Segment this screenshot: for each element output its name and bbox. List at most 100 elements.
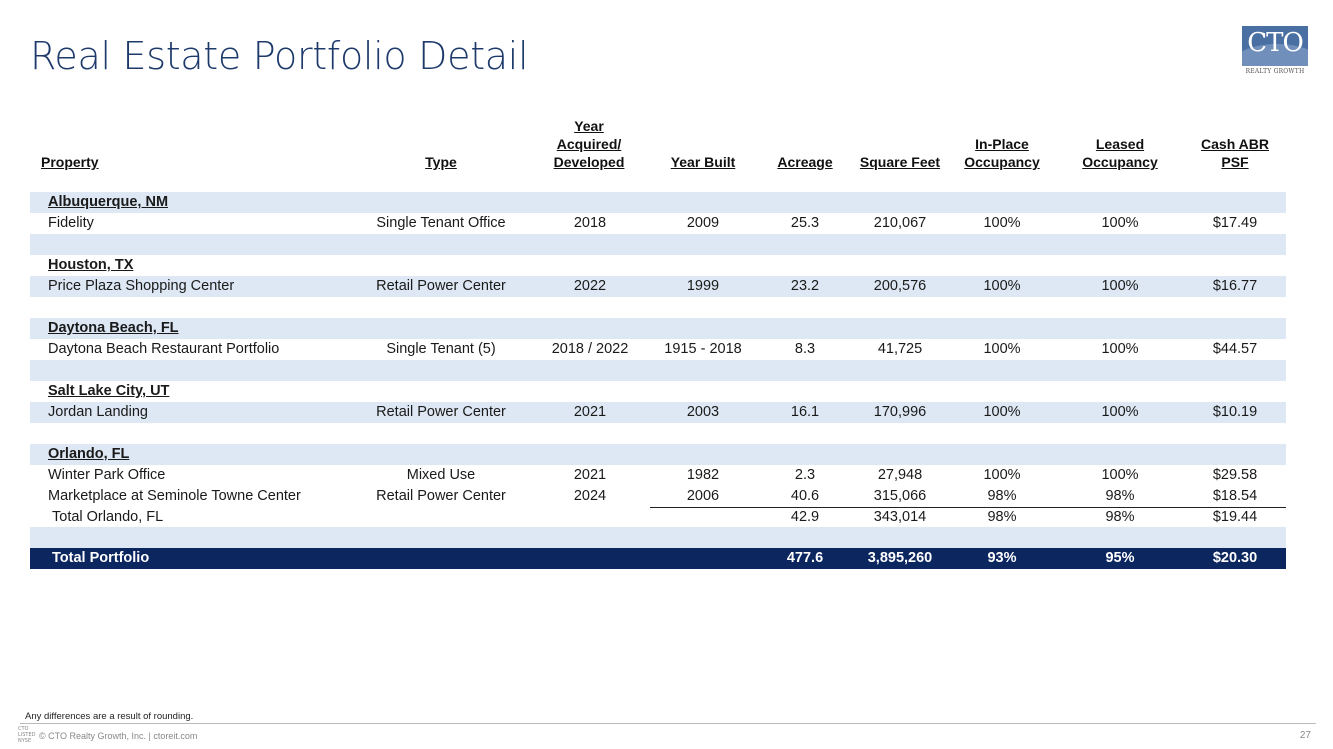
cell-cash-abr: $18.54 [1212, 488, 1258, 504]
cell-square-feet: 315,066 [873, 488, 927, 504]
cell-leased: 100% [1101, 215, 1139, 231]
cell-in-place: 100% [983, 404, 1021, 420]
header-cash-abr-psf: Cash ABR PSF [1190, 135, 1280, 171]
cell-property: Price Plaza Shopping Center [48, 278, 235, 294]
header-year-acquired-line1: Year [574, 118, 604, 134]
cell-year-built: 2003 [686, 404, 720, 420]
cell-leased: 100% [1101, 341, 1139, 357]
cell-property: Total Orlando, FL [52, 509, 164, 525]
cell-property: Marketplace at Seminole Towne Center [48, 488, 301, 504]
header-square-feet: Square Feet [859, 154, 941, 170]
cell-year-acquired: 2018 / 2022 [551, 341, 629, 357]
cell-acreage: 40.6 [790, 488, 820, 504]
cell-year-acquired: 2022 [573, 278, 607, 294]
cell-leased: 100% [1101, 278, 1139, 294]
cell-type: Single Tenant (5) [386, 341, 496, 357]
cell-year-acquired: 2024 [573, 488, 607, 504]
region-row: Albuquerque, NM [30, 192, 1286, 213]
region-row: Houston, TX [30, 255, 1286, 276]
cell-in-place: 100% [983, 278, 1021, 294]
cell-type: Retail Power Center [376, 488, 506, 504]
logo-mark: CTO [1242, 26, 1308, 66]
total-square-feet: 3,895,260 [867, 550, 933, 566]
total-label: Total Portfolio [52, 550, 150, 566]
header-year-acquired-line2: Acquired/ [556, 136, 622, 152]
cell-year-built: 2009 [686, 215, 720, 231]
cell-property: Fidelity [48, 215, 94, 231]
nyse-logo-line: CTO [18, 726, 29, 732]
region-albuquerque: Albuquerque, NM [48, 194, 169, 210]
cell-type: Retail Power Center [376, 278, 506, 294]
cell-square-feet: 343,014 [873, 509, 927, 525]
cell-property: Jordan Landing [48, 404, 148, 420]
cell-property: Winter Park Office [48, 467, 166, 483]
table-row: Daytona Beach Restaurant Portfolio Singl… [30, 339, 1286, 360]
cell-cash-abr: $16.77 [1212, 278, 1258, 294]
band [30, 527, 1286, 548]
logo-subtext: REALTY GROWTH [1245, 68, 1305, 75]
footer-copyright: © CTO Realty Growth, Inc. | ctoreit.com [39, 731, 198, 741]
cell-cash-abr: $29.58 [1212, 467, 1258, 483]
cell-year-built: 1982 [686, 467, 720, 483]
band [30, 402, 1286, 423]
cell-acreage: 25.3 [790, 215, 820, 231]
cell-in-place: 100% [983, 341, 1021, 357]
subtotal-row: Total Orlando, FL 42.9 343,014 98% 98% $… [30, 507, 1286, 528]
cell-leased: 98% [1105, 509, 1135, 525]
total-acreage: 477.6 [786, 550, 824, 566]
header-year-acquired-line3: Developed [553, 154, 625, 170]
footer-divider [20, 723, 1316, 724]
cell-acreage: 2.3 [794, 467, 816, 483]
cell-year-built: 1999 [686, 278, 720, 294]
nyse-listed-logo: CTO LISTED NYSE [18, 726, 36, 744]
cto-logo: CTO REALTY GROWTH [1242, 26, 1308, 78]
region-row: Salt Lake City, UT [30, 381, 1286, 402]
subtotal-rule [650, 507, 1286, 508]
cell-square-feet: 210,067 [873, 215, 927, 231]
cell-type: Mixed Use [406, 467, 476, 483]
total-leased: 95% [1105, 550, 1135, 566]
cell-year-acquired: 2021 [573, 467, 607, 483]
header-in-place-line2: Occupancy [964, 154, 1040, 170]
cell-in-place: 98% [987, 509, 1017, 525]
region-salt-lake: Salt Lake City, UT [48, 383, 170, 399]
total-in-place: 93% [987, 550, 1017, 566]
header-leased-occupancy: Leased Occupancy [1075, 135, 1165, 171]
header-type: Type [425, 154, 457, 170]
header-cash-abr-line1: Cash ABR [1201, 136, 1269, 152]
table-row: Price Plaza Shopping Center Retail Power… [30, 276, 1286, 297]
region-row: Orlando, FL [30, 444, 1286, 465]
header-year-acquired: Year Acquired/ Developed [540, 117, 638, 171]
cell-acreage: 16.1 [790, 404, 820, 420]
cell-square-feet: 170,996 [873, 404, 927, 420]
header-year-built: Year Built [670, 154, 736, 170]
nyse-logo-line: LISTED [18, 732, 36, 738]
header-in-place-line1: In-Place [975, 136, 1029, 152]
cell-acreage: 23.2 [790, 278, 820, 294]
cell-year-acquired: 2021 [573, 404, 607, 420]
band [30, 360, 1286, 381]
page-number: 27 [1299, 730, 1311, 741]
header-in-place-occupancy: In-Place Occupancy [957, 135, 1047, 171]
nyse-logo-line: NYSE [18, 738, 32, 744]
cell-square-feet: 41,725 [877, 341, 923, 357]
header-leased-line1: Leased [1095, 136, 1145, 152]
cell-acreage: 8.3 [794, 341, 816, 357]
cell-in-place: 98% [987, 488, 1017, 504]
cell-acreage: 42.9 [790, 509, 820, 525]
total-cash-abr: $20.30 [1212, 550, 1258, 566]
region-row: Daytona Beach, FL [30, 318, 1286, 339]
cell-property: Daytona Beach Restaurant Portfolio [48, 341, 280, 357]
total-portfolio-row: Total Portfolio 477.6 3,895,260 93% 95% … [30, 548, 1286, 569]
logo-text: CTO [1247, 28, 1304, 58]
table-row: Marketplace at Seminole Towne Center Ret… [30, 486, 1286, 507]
cell-cash-abr: $19.44 [1212, 509, 1258, 525]
cell-cash-abr: $17.49 [1212, 215, 1258, 231]
cell-square-feet: 27,948 [877, 467, 923, 483]
band [30, 192, 1286, 213]
table-row: Fidelity Single Tenant Office 2018 2009 … [30, 213, 1286, 234]
region-houston: Houston, TX [48, 257, 134, 273]
band [30, 276, 1286, 297]
cell-type: Single Tenant Office [376, 215, 506, 231]
cell-leased: 100% [1101, 467, 1139, 483]
